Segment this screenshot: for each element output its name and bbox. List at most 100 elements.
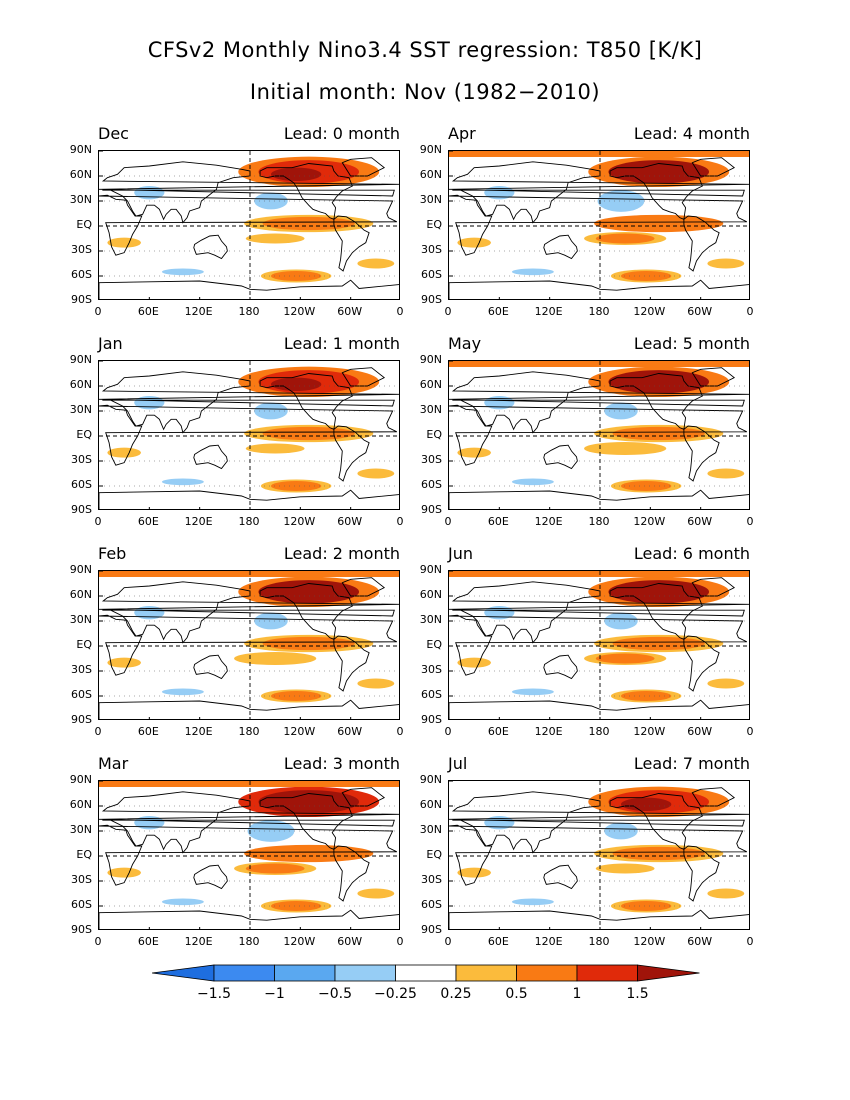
map-panel: May Lead: 5 month 90N 60N 30N EQ 30S 60S 90S 0 60E… [420,334,754,528]
shaded-anomaly [604,612,638,630]
shaded-anomaly [270,481,322,491]
lat-tick-label: 60N [419,588,442,601]
colorbar-tick-label: −1.5 [197,986,231,1002]
lon-tick-label: 60W [687,725,713,738]
lat-tick-label: 90N [69,563,92,576]
coastline [341,157,386,177]
lon-tick-label: 60E [487,935,509,948]
map-frame [448,360,750,510]
coastline [449,371,749,434]
shaded-anomaly [245,233,305,244]
lat-tick-label: 30N [419,403,442,416]
shaded-anomaly [357,678,395,689]
coastline [691,787,736,807]
coastline [609,163,703,220]
shaded-anomaly [707,888,745,899]
lat-tick-label: 90S [71,923,92,936]
lon-tick-label: 120W [633,725,666,738]
shaded-anomaly [620,797,672,811]
coastline [99,279,399,299]
lon-tick-label: 120W [283,725,316,738]
coastline [333,215,370,272]
lon-tick-label: 180 [588,515,610,528]
coastline [449,824,748,886]
panel-lead-label: Lead: 0 month [283,124,400,143]
colorbar [152,964,700,982]
lat-tick-label: 90N [419,143,442,156]
lon-tick-label: 60W [337,305,363,318]
shaded-anomaly [262,636,355,651]
map-frame [98,570,400,720]
coastline [99,371,399,434]
coastline [449,489,749,509]
lon-tick-label: 0 [746,305,754,318]
shaded-anomaly [245,863,305,874]
panel-month-label: Apr [448,124,476,143]
polar-band [449,151,749,157]
lon-tick-label: 0 [94,935,102,948]
colorbar-tick-label: −0.5 [318,986,352,1002]
shaded-anomaly [604,192,638,210]
coastline [333,425,370,482]
regression-map [99,151,399,299]
colorbar-segment [455,964,517,982]
coastline [543,234,578,260]
coastline [691,157,736,177]
lon-tick-label: 60E [137,305,159,318]
coastline [99,404,398,466]
shaded-anomaly [161,478,204,486]
shaded-anomaly [134,186,165,200]
shaded-anomaly [270,377,322,391]
lat-tick-label: 90N [419,353,442,366]
colorbar-segment [274,964,336,982]
shaded-anomaly [270,797,322,811]
shaded-anomaly [107,867,141,878]
panel-month-label: Jun [448,544,473,563]
lat-tick-label: 60N [69,588,92,601]
shaded-anomaly [707,678,745,689]
coastline [691,367,736,387]
coastline [449,279,749,299]
shaded-anomaly [484,816,515,830]
lon-tick-label: 60E [487,515,509,528]
lat-tick-label: 30N [419,193,442,206]
coastline [449,161,749,224]
lat-tick-label: 90S [421,293,442,306]
shaded-anomaly [604,402,638,420]
coastline [333,635,370,692]
coastline [609,793,703,850]
shaded-anomaly [270,691,322,701]
colorbar-segment [395,964,457,982]
map-frame [448,150,750,300]
lon-tick-label: 120E [184,935,213,948]
lat-tick-label: 60N [419,378,442,391]
lat-tick-label: 60N [69,378,92,391]
lat-tick-label: 60S [71,268,92,281]
shaded-anomaly [254,192,288,210]
coastline [543,444,578,470]
panel-month-label: Jan [98,334,123,353]
shaded-anomaly [270,271,322,281]
lon-tick-label: 0 [444,725,452,738]
lat-tick-label: EQ [426,218,442,231]
coastline [683,635,720,692]
lat-tick-label: 60N [69,168,92,181]
colorbar-tick-label: 0.25 [440,986,472,1002]
shaded-anomaly [511,268,554,276]
coastline [99,194,398,256]
lon-tick-label: 180 [238,515,260,528]
lon-tick-label: 0 [396,935,404,948]
lon-tick-label: 120W [283,305,316,318]
panel-month-label: Dec [98,124,129,143]
map-panel: Mar Lead: 3 month 90N 60N 30N EQ 30S 60S 90S 0 60E… [70,754,404,948]
colorbar-tick-label: 1 [572,986,582,1002]
lat-tick-label: EQ [76,428,92,441]
lat-tick-label: 30N [419,823,442,836]
map-panel: Dec Lead: 0 month 90N 60N 30N EQ 30S 60S 90S 0 60E… [70,124,404,318]
lat-tick-label: 30S [421,873,442,886]
lon-tick-label: 120W [633,305,666,318]
panel-month-label: Feb [98,544,127,563]
lat-tick-label: 30N [69,613,92,626]
coastline [449,614,748,676]
colorbar-segment [213,964,275,982]
